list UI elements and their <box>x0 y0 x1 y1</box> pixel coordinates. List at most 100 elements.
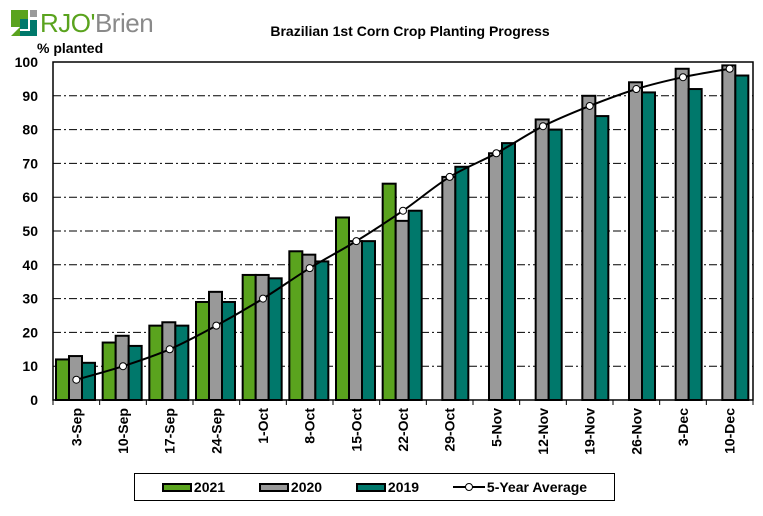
average-point-26-Nov <box>632 85 641 94</box>
chart-title: Brazilian 1st Corn Crop Planting Progres… <box>270 23 550 39</box>
logo-apostrophe: ' <box>90 8 96 38</box>
legend-label-5yr-avg: 5-Year Average <box>486 479 588 495</box>
x-tick-label: 3-Dec <box>675 408 691 446</box>
y-tick-label: 0 <box>30 392 38 408</box>
average-point-3-Sep <box>72 375 81 384</box>
x-tick-label: 5-Nov <box>488 408 504 447</box>
x-tick-label: 12-Nov <box>535 408 551 455</box>
y-tick-label: 30 <box>22 291 38 307</box>
y-tick-label: 90 <box>22 88 38 104</box>
legend-swatch-2020 <box>258 482 289 492</box>
average-point-19-Nov <box>585 101 594 110</box>
bar-2020-29-Oct <box>441 175 457 401</box>
bar-2021-17-Sep <box>148 324 164 402</box>
y-tick-label: 40 <box>22 257 38 273</box>
x-axis-ticks: 3-Sep 10-Sep 17-Sep 24-Sep 1-Oct 8-Oct 15-Oct 2… <box>52 400 754 455</box>
legend-swatch-2019 <box>355 482 386 492</box>
bar-2021-3-Sep <box>55 358 70 402</box>
average-point-3-Dec <box>679 73 687 82</box>
legend-label-2021: 2021 <box>193 479 226 495</box>
average-point-10-Dec <box>725 64 734 73</box>
bar-2020-15-Oct <box>348 240 363 401</box>
logo-rjo: RJO <box>40 8 91 38</box>
bar-2020-19-Nov <box>581 94 597 402</box>
legend-item-2020: 2020 <box>258 479 323 495</box>
average-point-17-Sep <box>165 345 174 354</box>
x-tick-label: 1-Oct <box>255 408 271 444</box>
logo-brien: Brien <box>94 8 154 38</box>
average-point-8-Oct <box>305 264 314 273</box>
bar-2019-12-Nov <box>547 128 563 401</box>
legend-item-2021: 2021 <box>161 479 226 495</box>
legend-swatch-2021 <box>161 482 192 492</box>
rjo-brien-logo: RJO'Brien <box>11 8 154 38</box>
average-point-1-Oct <box>259 294 267 303</box>
bar-2020-3-Dec <box>674 67 690 401</box>
bar-2020-22-Oct <box>394 219 410 401</box>
legend-item-5yr-avg: 5-Year Average <box>452 479 588 495</box>
y-axis-ticks: 0 10 20 30 40 50 60 70 80 90 100 <box>15 54 39 408</box>
chart-plot: 0 10 20 30 40 50 60 70 80 90 100 3-Sep 10-Sep 17-Sep… <box>15 54 754 455</box>
legend-label-2019: 2019 <box>387 479 420 495</box>
bar-2019-29-Oct <box>454 165 470 401</box>
average-point-10-Sep <box>119 362 127 371</box>
legend-label-2020: 2020 <box>290 479 323 495</box>
y-tick-label: 60 <box>22 189 38 205</box>
x-tick-label: 10-Sep <box>115 408 131 454</box>
bar-2019-8-Oct <box>314 260 330 402</box>
bar-2020-17-Sep <box>161 321 177 402</box>
x-tick-label: 29-Oct <box>442 408 458 452</box>
bar-2020-24-Sep <box>208 290 223 401</box>
x-tick-label: 19-Nov <box>582 408 598 455</box>
average-point-29-Oct <box>445 172 454 181</box>
average-point-5-Nov <box>492 149 501 158</box>
bar-2019-1-Oct <box>267 277 283 402</box>
bar-2019-3-Sep <box>81 361 96 402</box>
y-tick-label: 10 <box>22 358 38 374</box>
average-point-24-Sep <box>212 321 221 330</box>
legend-item-2019: 2019 <box>355 479 420 495</box>
x-tick-label: 17-Sep <box>162 408 178 454</box>
x-tick-label: 26-Nov <box>628 408 644 455</box>
average-point-22-Oct <box>399 206 407 215</box>
bar-2019-15-Oct <box>361 240 376 401</box>
logo-mark-icon <box>11 10 37 36</box>
logo-text: RJO'Brien <box>40 8 154 38</box>
bar-2020-26-Nov <box>628 81 643 401</box>
y-tick-label: 100 <box>15 54 39 70</box>
y-tick-label: 20 <box>22 324 38 340</box>
bar-2019-26-Nov <box>641 91 656 401</box>
bar-2019-10-Dec <box>734 74 750 402</box>
average-point-12-Nov <box>539 122 547 131</box>
bar-2020-5-Nov <box>488 152 503 401</box>
x-tick-label: 24-Sep <box>208 408 224 454</box>
bar-2019-5-Nov <box>501 142 516 401</box>
bar-2020-10-Dec <box>721 64 737 401</box>
legend-line-marker-icon <box>452 482 485 492</box>
bar-2021-24-Sep <box>195 300 210 402</box>
bar-2020-1-Oct <box>254 273 270 401</box>
y-tick-label: 80 <box>22 122 38 138</box>
bar-2019-17-Sep <box>174 324 190 402</box>
bar-2021-15-Oct <box>335 216 350 401</box>
average-line-group <box>72 64 734 384</box>
bar-2019-10-Sep <box>127 344 143 402</box>
bar-2019-22-Oct <box>407 209 423 401</box>
y-tick-label: 70 <box>22 155 38 171</box>
x-tick-label: 15-Oct <box>348 408 364 452</box>
x-tick-label: 22-Oct <box>395 408 411 452</box>
bar-2019-19-Nov <box>594 115 610 402</box>
plot-frame <box>52 61 754 401</box>
x-tick-label: 3-Sep <box>68 408 84 446</box>
x-tick-label: 8-Oct <box>302 408 318 444</box>
legend: 2021 2020 2019 5-Year Average <box>134 473 615 501</box>
bar-2021-1-Oct <box>241 273 257 401</box>
y-tick-label: 50 <box>22 223 38 239</box>
x-tick-label: 10-Dec <box>722 408 738 454</box>
bar-2019-3-Dec <box>687 88 703 401</box>
average-point-15-Oct <box>352 237 361 246</box>
bars <box>55 64 750 402</box>
bar-2020-12-Nov <box>534 118 550 402</box>
y-axis-label: % planted <box>37 40 104 56</box>
bar-2020-8-Oct <box>301 253 317 401</box>
